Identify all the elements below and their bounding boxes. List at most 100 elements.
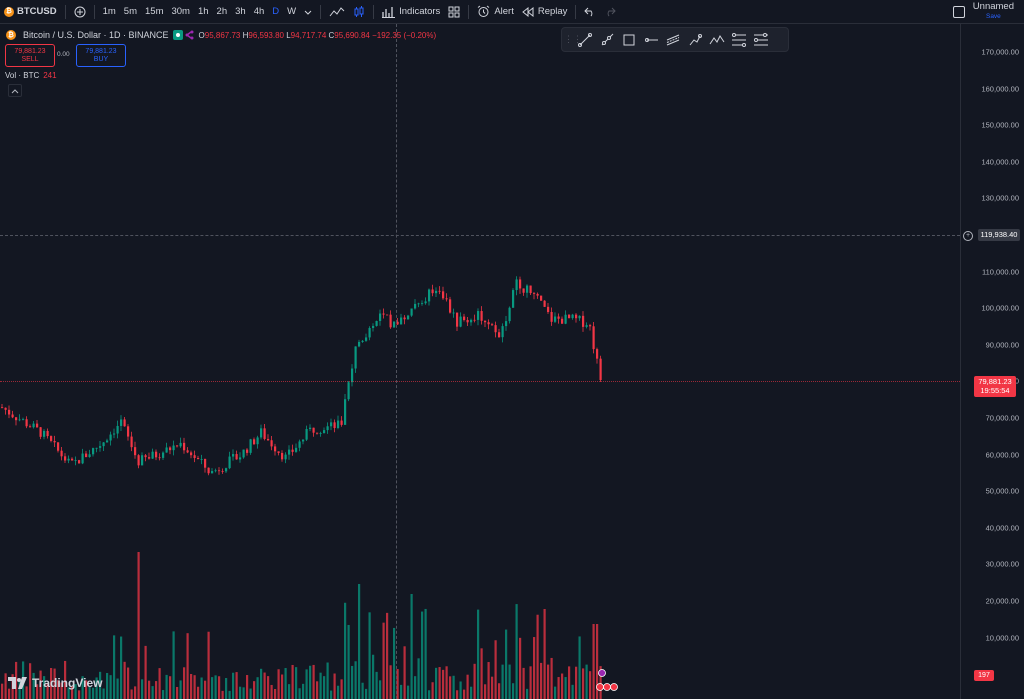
- volume-bar: [74, 684, 77, 699]
- candle-body: [302, 439, 305, 442]
- chart-type-candles-button[interactable]: [349, 0, 369, 23]
- event-marker-icon[interactable]: [598, 669, 606, 677]
- candle-body: [417, 303, 420, 305]
- volume-bar: [452, 675, 455, 699]
- interval-15m[interactable]: 15m: [145, 6, 164, 17]
- candle-body: [372, 325, 375, 329]
- fib-retracement-tool[interactable]: [728, 30, 750, 50]
- volume-bar: [242, 687, 245, 699]
- volume-bar: [78, 690, 81, 699]
- candle-body: [536, 293, 539, 296]
- price-tick: 130,000.00: [981, 193, 1019, 203]
- candle-body: [473, 319, 476, 321]
- compare-add-button[interactable]: [70, 0, 90, 23]
- pattern-tool[interactable]: [706, 30, 728, 50]
- event-marker-icon[interactable]: [603, 683, 611, 691]
- interval-5m[interactable]: 5m: [123, 6, 137, 17]
- replay-button[interactable]: Replay: [518, 0, 572, 23]
- volume-bar: [582, 668, 585, 699]
- volume-bar: [354, 661, 357, 699]
- trend-line-tool[interactable]: [574, 30, 596, 50]
- volume-bar: [396, 669, 399, 699]
- interval-2h[interactable]: 2h: [216, 6, 228, 17]
- volume-bar: [228, 690, 231, 699]
- price-scale[interactable]: 170,000.00 160,000.00 150,000.00 140,000.00…: [960, 24, 1024, 699]
- volume-bar: [550, 657, 553, 699]
- spread-value: 0.00: [57, 51, 70, 58]
- undo-button[interactable]: [580, 0, 600, 23]
- layout-square-icon[interactable]: [952, 6, 965, 18]
- candle-body: [281, 452, 284, 460]
- grid-icon: [448, 6, 460, 17]
- volume-bar: [137, 552, 140, 699]
- redo-button[interactable]: [600, 0, 620, 23]
- candle-body: [309, 427, 312, 429]
- candle-body: [410, 308, 413, 316]
- interval-d[interactable]: D: [272, 6, 280, 17]
- candle-body: [71, 458, 74, 461]
- volume-bar: [312, 664, 315, 699]
- interval-w[interactable]: W: [287, 6, 297, 17]
- drag-handle-icon[interactable]: ⋮⋮: [564, 34, 582, 44]
- volume-bar: [477, 609, 480, 699]
- price-tick: 70,000.00: [985, 413, 1019, 423]
- collapse-legend-button[interactable]: [8, 84, 22, 97]
- volume-legend: Vol · BTC 241: [5, 71, 57, 80]
- candle-body: [291, 449, 294, 452]
- volume-bar: [515, 604, 518, 699]
- rectangle-tool[interactable]: [618, 30, 640, 50]
- candle-body: [277, 451, 280, 453]
- symbol-search[interactable]: ₿ BTCUSD: [0, 0, 61, 23]
- alert-button[interactable]: Alert: [473, 0, 518, 23]
- candle-body: [253, 439, 256, 445]
- buy-button[interactable]: 79,881.23 BUY: [76, 44, 126, 67]
- sell-price: 79,881.23: [14, 47, 46, 55]
- event-marker-icon[interactable]: [596, 683, 604, 691]
- volume-bar: [267, 676, 270, 699]
- interval-dropdown[interactable]: [300, 0, 316, 23]
- price-tick: 20,000.00: [985, 596, 1019, 606]
- path-tool[interactable]: [684, 30, 706, 50]
- candle-body: [158, 457, 161, 459]
- tradingview-logo[interactable]: TradingView: [8, 676, 102, 690]
- candle-body: [78, 460, 81, 464]
- parallel-channel-tool[interactable]: [662, 30, 684, 50]
- add-alert-plus-icon[interactable]: +: [963, 231, 973, 241]
- volume-bar: [43, 676, 46, 699]
- event-marker-icon[interactable]: [610, 683, 618, 691]
- volume-bar: [473, 663, 476, 699]
- candle-body: [43, 430, 46, 437]
- interval-1h[interactable]: 1h: [197, 6, 209, 17]
- interval-1m[interactable]: 1m: [102, 6, 116, 17]
- chart-type-line-button[interactable]: [325, 0, 349, 23]
- undo-icon: [584, 7, 593, 16]
- gann-tool[interactable]: [750, 30, 772, 50]
- interval-4h[interactable]: 4h: [253, 6, 265, 17]
- interval-3h[interactable]: 3h: [235, 6, 246, 17]
- candle-body: [312, 427, 315, 433]
- high-value: 96,593.80: [248, 30, 284, 40]
- volume-bar: [263, 672, 266, 699]
- volume-bar: [60, 682, 63, 699]
- drawing-toolbar: ⋮⋮: [561, 27, 789, 52]
- volume-bar: [592, 624, 595, 699]
- candle-body: [95, 447, 98, 449]
- layout-controls: Unnamed Save: [952, 2, 1014, 22]
- sell-button[interactable]: 79,881.23 SELL: [5, 44, 55, 67]
- templates-button[interactable]: [444, 0, 464, 23]
- volume-bar: [512, 683, 515, 699]
- indicators-button[interactable]: Indicators: [378, 0, 444, 23]
- layout-name-button[interactable]: Unnamed Save: [973, 2, 1014, 22]
- candle-body: [424, 301, 427, 304]
- volume-bar: [39, 670, 42, 699]
- horizontal-ray-tool[interactable]: [640, 30, 662, 50]
- interval-30m[interactable]: 30m: [171, 6, 190, 17]
- candle-body: [260, 428, 263, 438]
- volume-bar: [340, 679, 343, 699]
- chart-pane[interactable]: [0, 24, 960, 699]
- volume-bar: [291, 664, 294, 699]
- pattern-icon: [709, 34, 725, 44]
- ray-tool[interactable]: [596, 30, 618, 50]
- volume-bar: [116, 678, 119, 699]
- candle-body: [438, 290, 441, 292]
